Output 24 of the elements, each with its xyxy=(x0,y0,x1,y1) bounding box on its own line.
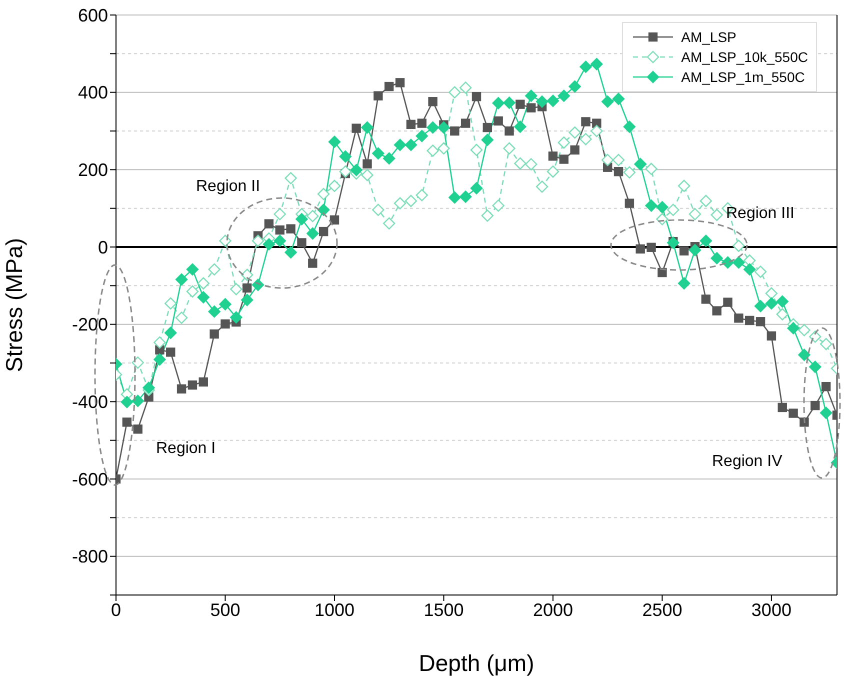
x-tick-label: 500 xyxy=(210,600,240,620)
legend-label: AM_LSP xyxy=(681,29,736,45)
annotation: Region II xyxy=(196,178,260,196)
annotation: Region I xyxy=(156,440,216,458)
x-tick-label: 1500 xyxy=(424,600,464,620)
x-tick-label: 0 xyxy=(110,600,122,620)
legend-label: AM_LSP_10k_550C xyxy=(681,49,808,65)
annotation: Region IV xyxy=(712,453,782,471)
y-tick-label: -200 xyxy=(72,314,108,335)
legend-label: AM_LSP_1m_550C xyxy=(681,69,805,85)
y-tick-label: -800 xyxy=(72,546,108,567)
x-tick-label: 3000 xyxy=(751,600,792,620)
x-tick-label: 2000 xyxy=(532,600,573,620)
y-axis-title: Stress (MPa) xyxy=(1,238,28,372)
y-tick-label: 400 xyxy=(78,82,108,103)
annotation: Region III xyxy=(726,205,794,223)
x-axis-title: Depth (μm) xyxy=(418,650,534,676)
y-tick-label: -400 xyxy=(72,392,108,412)
x-tick-label: 1000 xyxy=(314,600,355,620)
y-tick-label: -600 xyxy=(72,469,108,490)
y-tick-label: 600 xyxy=(78,5,108,26)
y-tick-label: 200 xyxy=(78,160,108,180)
x-tick-label: 2500 xyxy=(642,600,682,620)
y-tick-label: 0 xyxy=(98,237,108,258)
